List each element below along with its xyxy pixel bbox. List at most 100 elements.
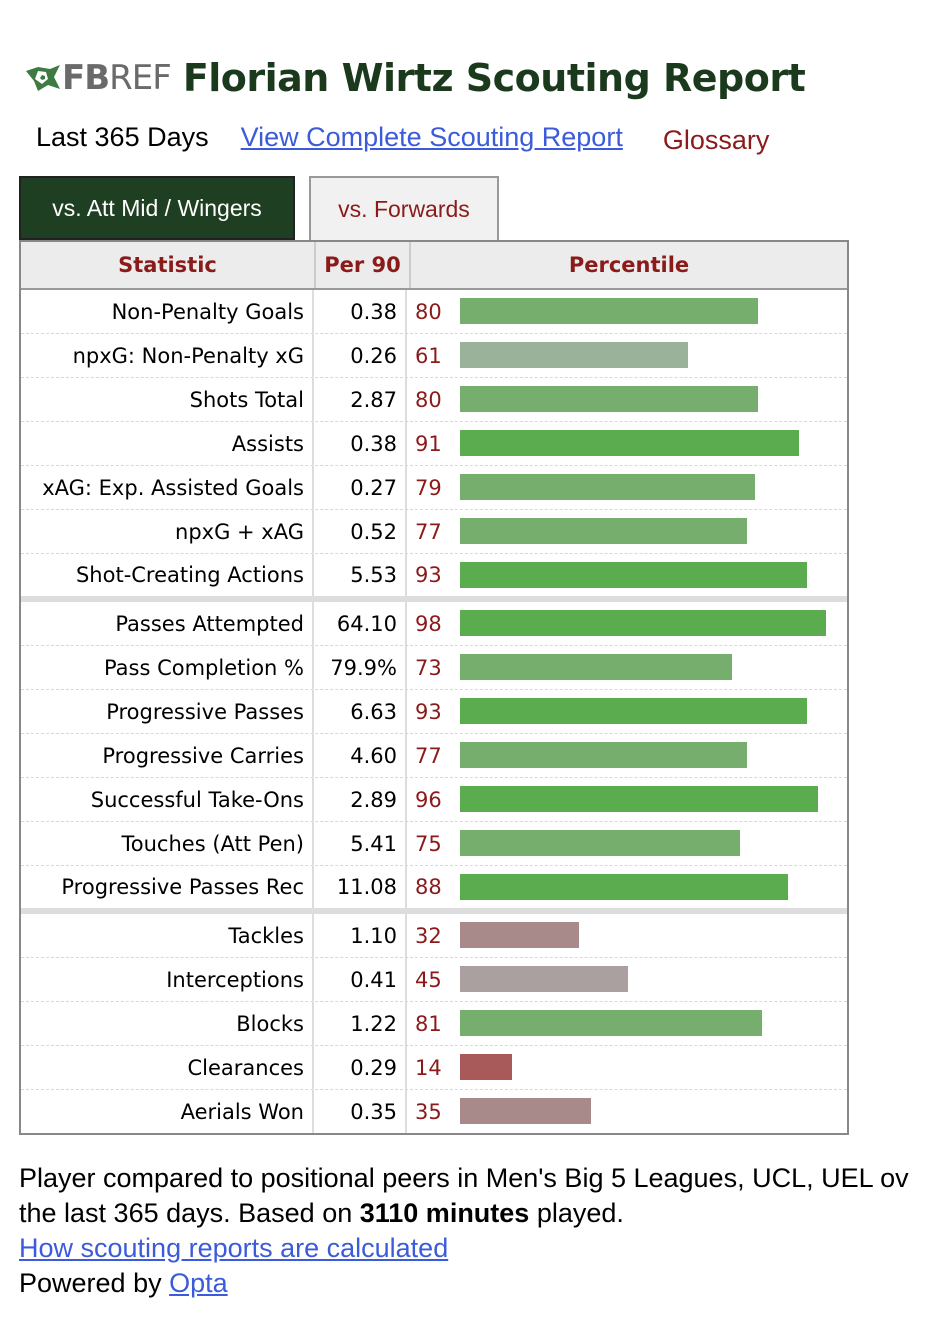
logo-ref-text: REF (109, 58, 172, 98)
percentile-bar (460, 966, 628, 992)
table-row: xAG: Exp. Assisted Goals 0.27 79 (21, 466, 847, 510)
footer-line2-post: played. (529, 1198, 624, 1228)
percentile-value: 88 (415, 875, 442, 899)
percentile-value: 93 (415, 563, 442, 587)
header-percentile[interactable]: Percentile (568, 253, 690, 277)
stat-name[interactable]: Tackles (21, 914, 314, 957)
table-row: npxG + xAG 0.52 77 (21, 510, 847, 554)
tab-forwards[interactable]: vs. Forwards (309, 176, 499, 240)
soccer-ball-icon (26, 65, 60, 91)
percentile-cell: 91 (407, 422, 847, 465)
percentile-value: 80 (415, 387, 442, 412)
percentile-bar (460, 698, 807, 724)
footer-line2-pre: the last 365 days. Based on (19, 1198, 360, 1228)
percentile-value: 45 (415, 967, 442, 992)
complete-report-link[interactable]: View Complete Scouting Report (240, 122, 623, 152)
footer: Player compared to positional peers in M… (19, 1160, 909, 1300)
stat-name[interactable]: Clearances (21, 1046, 314, 1089)
percentile-bar-track (460, 1090, 847, 1133)
percentile-cell: 32 (407, 914, 847, 957)
stat-name[interactable]: Passes Attempted (21, 602, 314, 645)
table-row: Interceptions 0.41 45 (21, 958, 847, 1002)
per90-value: 0.27 (314, 466, 407, 509)
percentile-value: 81 (415, 1011, 442, 1036)
percentile-bar-track (460, 778, 847, 821)
powered-by: Powered by Opta (19, 1265, 909, 1300)
tab-att-mid-wingers[interactable]: vs. Att Mid / Wingers (19, 176, 295, 240)
stat-name[interactable]: Progressive Passes (21, 690, 314, 733)
scouting-table: Statistic Per 90 Percentile Non-Penalty … (19, 240, 849, 1135)
per90-value: 2.89 (314, 778, 407, 821)
comparison-tabs: vs. Att Mid / Wingers vs. Forwards (19, 176, 499, 240)
percentile-bar-track (460, 466, 847, 509)
percentile-cell: 80 (407, 290, 847, 333)
percentile-cell: 81 (407, 1002, 847, 1045)
percentile-bar-track (460, 378, 847, 421)
stat-name[interactable]: Pass Completion % (21, 646, 314, 689)
table-row: Shot-Creating Actions 5.53 93 (21, 554, 847, 602)
page-header: FB REF Florian Wirtz Scouting Report (24, 50, 806, 106)
opta-link[interactable]: Opta (169, 1268, 228, 1298)
percentile-bar-track (460, 1002, 847, 1045)
percentile-cell: 77 (407, 510, 847, 553)
table-row: Assists 0.38 91 (21, 422, 847, 466)
percentile-bar (460, 474, 755, 500)
stat-name[interactable]: Touches (Att Pen) (21, 822, 314, 865)
percentile-cell: 14 (407, 1046, 847, 1089)
stat-name[interactable]: Aerials Won (21, 1090, 314, 1133)
stat-name[interactable]: Interceptions (21, 958, 314, 1001)
percentile-bar-track (460, 290, 847, 333)
per90-value: 64.10 (314, 602, 407, 645)
stat-name[interactable]: npxG + xAG (21, 510, 314, 553)
percentile-bar (460, 742, 747, 768)
per90-value: 2.87 (314, 378, 407, 421)
stat-name[interactable]: Non-Penalty Goals (21, 290, 314, 333)
percentile-bar-track (460, 690, 847, 733)
table-row: Non-Penalty Goals 0.38 80 (21, 290, 847, 334)
per90-value: 0.41 (314, 958, 407, 1001)
per90-value: 0.52 (314, 510, 407, 553)
fbref-logo[interactable]: FB REF (24, 56, 172, 100)
table-row: Pass Completion % 79.9% 73 (21, 646, 847, 690)
stat-name[interactable]: xAG: Exp. Assisted Goals (21, 466, 314, 509)
percentile-value: 77 (415, 743, 442, 768)
percentile-cell: 61 (407, 334, 847, 377)
per90-value: 4.60 (314, 734, 407, 777)
percentile-bar-track (460, 1046, 847, 1089)
percentile-value: 61 (415, 343, 442, 368)
percentile-cell: 80 (407, 378, 847, 421)
percentile-value: 93 (415, 699, 442, 724)
header-statistic[interactable]: Statistic (21, 242, 316, 288)
stat-name[interactable]: Assists (21, 422, 314, 465)
per90-value: 11.08 (314, 866, 407, 908)
glossary-link[interactable]: Glossary (662, 125, 770, 155)
table-body: Non-Penalty Goals 0.38 80 npxG: Non-Penalty… (21, 290, 847, 1133)
stat-name[interactable]: Successful Take-Ons (21, 778, 314, 821)
per90-value: 0.26 (314, 334, 407, 377)
percentile-bar-track (460, 554, 847, 596)
percentile-bar (460, 610, 826, 636)
stat-name[interactable]: Progressive Carries (21, 734, 314, 777)
percentile-cell: 45 (407, 958, 847, 1001)
percentile-bar (460, 518, 747, 544)
percentile-value: 96 (415, 787, 442, 812)
table-row: Progressive Passes 6.63 93 (21, 690, 847, 734)
percentile-value: 79 (415, 475, 442, 500)
percentile-value: 32 (415, 923, 442, 948)
percentile-bar-track (460, 510, 847, 553)
minutes-played: 3110 minutes (359, 1198, 530, 1228)
percentile-bar-track (460, 958, 847, 1001)
how-calculated-link[interactable]: How scouting reports are calculated (19, 1233, 449, 1263)
stat-name[interactable]: Progressive Passes Rec (21, 866, 314, 908)
stat-name[interactable]: Shot-Creating Actions (21, 554, 314, 596)
percentile-cell: 93 (407, 690, 847, 733)
stat-name[interactable]: npxG: Non-Penalty xG (21, 334, 314, 377)
stat-name[interactable]: Shots Total (21, 378, 314, 421)
per90-value: 0.35 (314, 1090, 407, 1133)
percentile-bar-track (460, 602, 847, 645)
per90-value: 0.29 (314, 1046, 407, 1089)
stat-name[interactable]: Blocks (21, 1002, 314, 1045)
percentile-cell: 77 (407, 734, 847, 777)
header-per90[interactable]: Per 90 (316, 242, 411, 288)
percentile-bar (460, 298, 758, 324)
